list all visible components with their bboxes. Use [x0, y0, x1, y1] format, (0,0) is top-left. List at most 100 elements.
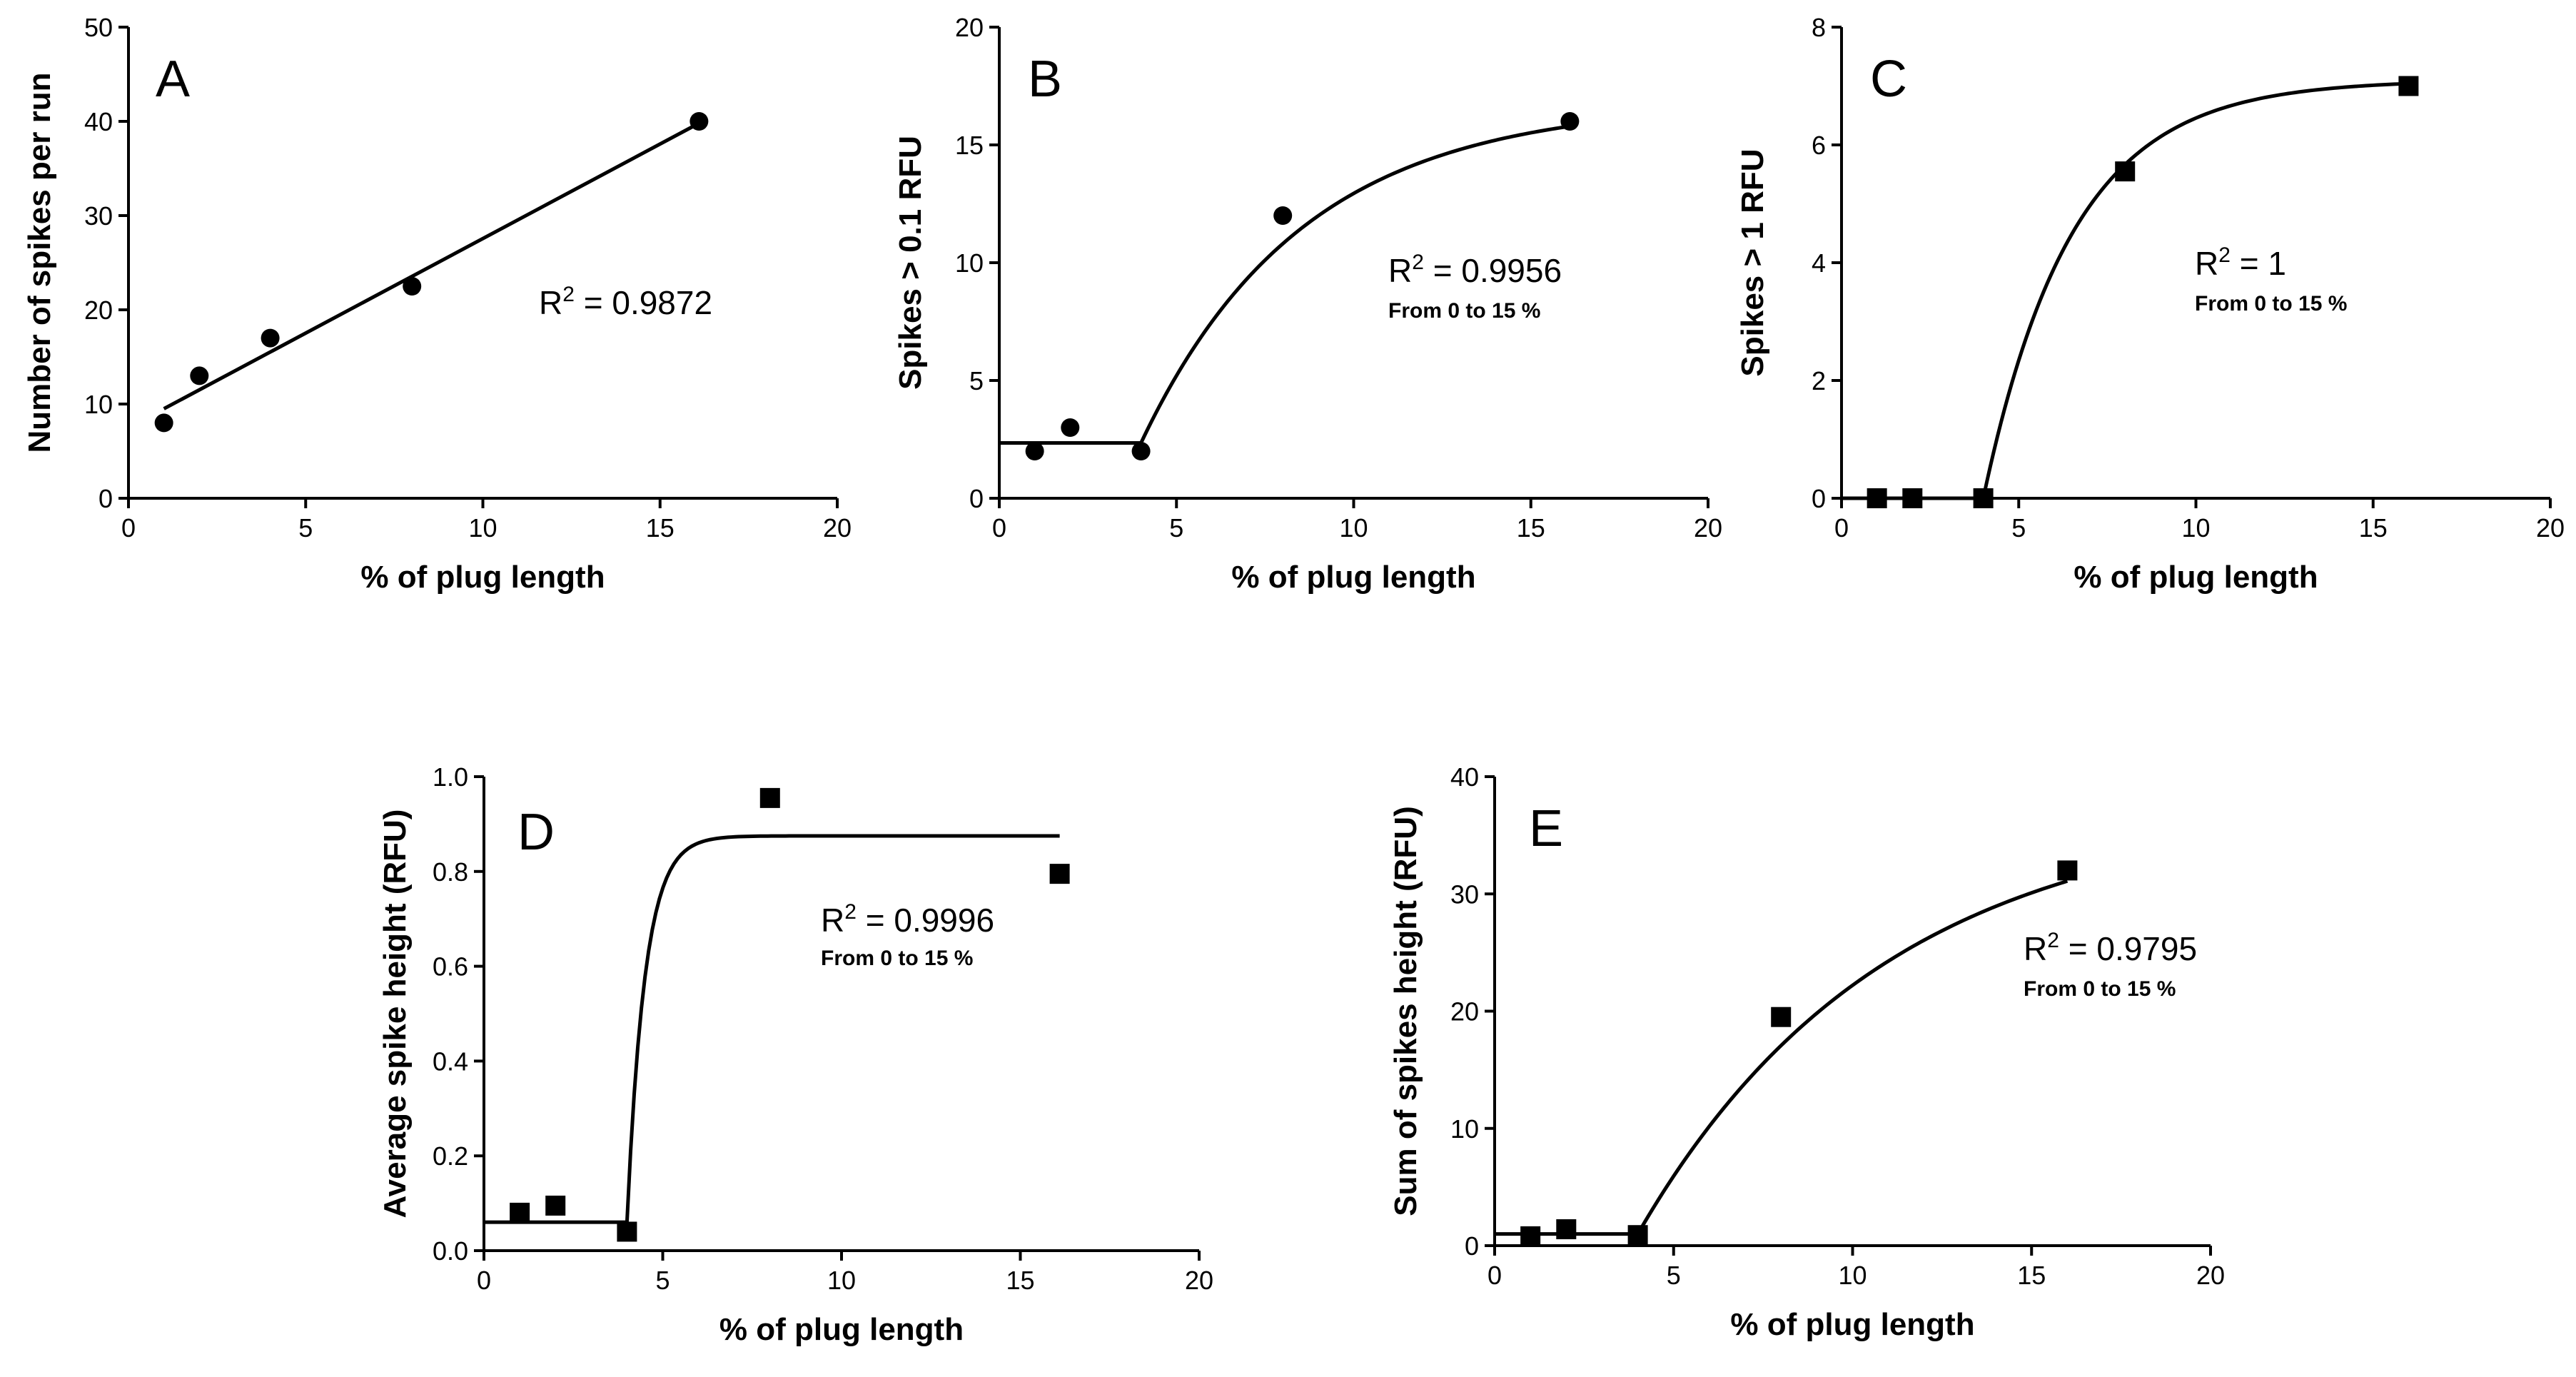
y-axis-label: Spikes > 0.1 RFU [893, 136, 928, 390]
x-tick-label: 20 [2536, 513, 2565, 543]
y-axis-label: Sum of spikes height (RFU) [1388, 806, 1423, 1216]
x-tick-label: 0 [477, 1266, 491, 1295]
data-point [1061, 418, 1080, 437]
y-tick-label: 8 [1812, 13, 1826, 42]
panel-d: 0 5 10 15 20 0.0 0.2 0.4 0.6 0.8 1.0 % of plug leng… [378, 762, 1213, 1347]
x-tick-label: 10 [2181, 513, 2210, 543]
y-tick-label: 0.4 [433, 1046, 468, 1076]
y-tick-label: 6 [1812, 131, 1826, 160]
data-point [1902, 488, 1923, 508]
y-axis-label: Spikes > 1 RFU [1735, 148, 1770, 376]
x-tick-label: 15 [2017, 1261, 2046, 1290]
panel-letter: C [1870, 51, 1907, 108]
fit-range-note: From 0 to 15 % [1388, 299, 1540, 323]
x-tick-label: 5 [298, 513, 313, 543]
fit-range-note: From 0 to 15 % [821, 947, 973, 970]
y-tick-label: 0 [1812, 484, 1826, 513]
data-point [1867, 488, 1887, 508]
panel-e: 0 5 10 15 20 0 10 20 30 40 % of plug length Sum of … [1388, 762, 2225, 1342]
data-point [1131, 442, 1151, 460]
y-tick-label: 1.0 [433, 762, 468, 792]
y-tick-label: 15 [955, 131, 984, 160]
panel-c: 0 5 10 15 20 0 2 4 6 8 % of plug length Spikes > 1 … [1735, 13, 2565, 595]
y-tick-label: 0.8 [433, 857, 468, 887]
y-axis-label: Average spike height (RFU) [378, 809, 413, 1219]
y-tick-label: 0.0 [433, 1236, 468, 1266]
data-point [2115, 161, 2136, 182]
y-tick-label: 40 [1450, 762, 1479, 792]
r-squared-value: 0.9872 [612, 284, 712, 321]
data-point [1771, 1007, 1792, 1027]
y-tick-label: 50 [84, 13, 113, 42]
x-tick-label: 5 [655, 1266, 670, 1295]
panel-letter: D [517, 804, 555, 861]
x-tick-label: 10 [827, 1266, 856, 1295]
data-point [1273, 206, 1293, 225]
x-tick-label: 0 [1487, 1261, 1502, 1290]
y-axis-label: Number of spikes per run [22, 72, 57, 453]
r-squared-label: R2 = 0.9795 [2024, 929, 2197, 967]
fit-curve [484, 834, 1060, 1224]
r-squared-label: R2 = 0.9872 [539, 283, 712, 321]
y-tick-label: 0 [969, 484, 984, 513]
x-axis-label: % of plug length [1730, 1307, 1974, 1342]
x-tick-label: 15 [2359, 513, 2388, 543]
panel-letter: A [156, 51, 190, 108]
data-point [1973, 488, 1994, 508]
y-tick-label: 30 [84, 201, 113, 231]
y-tick-label: 10 [955, 248, 984, 278]
y-tick-label: 4 [1812, 248, 1826, 278]
x-tick-label: 15 [1517, 513, 1545, 543]
y-tick-label: 20 [955, 13, 984, 42]
r-squared-label: R2 = 0.9996 [821, 900, 994, 939]
x-axis-label: % of plug length [360, 560, 605, 595]
fit-range-note: From 0 to 15 % [2195, 292, 2347, 316]
fit-curve [1495, 879, 2069, 1236]
y-tick-label: 0 [1465, 1231, 1479, 1261]
y-tick-label: 20 [1450, 997, 1479, 1027]
x-tick-label: 10 [1838, 1261, 1867, 1290]
x-tick-label: 10 [468, 513, 497, 543]
x-tick-label: 0 [1834, 513, 1849, 543]
fit-curve [1842, 81, 2409, 500]
data-point [545, 1195, 566, 1216]
data-point [1560, 112, 1580, 131]
panel-letter: B [1028, 51, 1062, 108]
x-tick-label: 20 [2196, 1261, 2225, 1290]
data-point [1025, 442, 1044, 460]
data-point [1049, 864, 1070, 884]
y-tick-label: 2 [1812, 366, 1826, 395]
r-squared-label: R2 = 1 [2195, 243, 2286, 282]
r-squared-label: R2 = 0.9956 [1388, 251, 1562, 289]
x-tick-label: 20 [1694, 513, 1722, 543]
y-tick-label: 30 [1450, 879, 1479, 909]
x-tick-label: 0 [121, 513, 136, 543]
x-tick-label: 15 [646, 513, 675, 543]
data-point [1520, 1226, 1541, 1246]
x-tick-label: 5 [1667, 1261, 1681, 1290]
data-point [1556, 1219, 1577, 1240]
data-point [190, 366, 209, 385]
r-squared-value: 0.9996 [894, 902, 994, 939]
data-point [261, 328, 280, 348]
y-tick-label: 40 [84, 107, 113, 136]
x-tick-label: 5 [2011, 513, 2026, 543]
fit-curve [999, 124, 1570, 445]
y-tick-label: 0.2 [433, 1141, 468, 1171]
x-tick-label: 5 [1169, 513, 1183, 543]
y-tick-label: 0 [99, 484, 113, 513]
data-point [617, 1221, 637, 1242]
fit-range-note: From 0 to 15 % [2024, 977, 2176, 1001]
data-point [2057, 860, 2078, 881]
y-tick-label: 10 [1450, 1114, 1479, 1144]
data-point [403, 277, 422, 296]
x-tick-label: 20 [823, 513, 852, 543]
fit-curve [163, 121, 700, 410]
r-squared-value: 0.9795 [2096, 930, 2197, 967]
x-axis-label: % of plug length [2074, 560, 2318, 595]
y-tick-label: 5 [969, 366, 984, 395]
data-point [1627, 1225, 1648, 1246]
data-point [690, 112, 709, 131]
x-axis-label: % of plug length [1231, 560, 1475, 595]
